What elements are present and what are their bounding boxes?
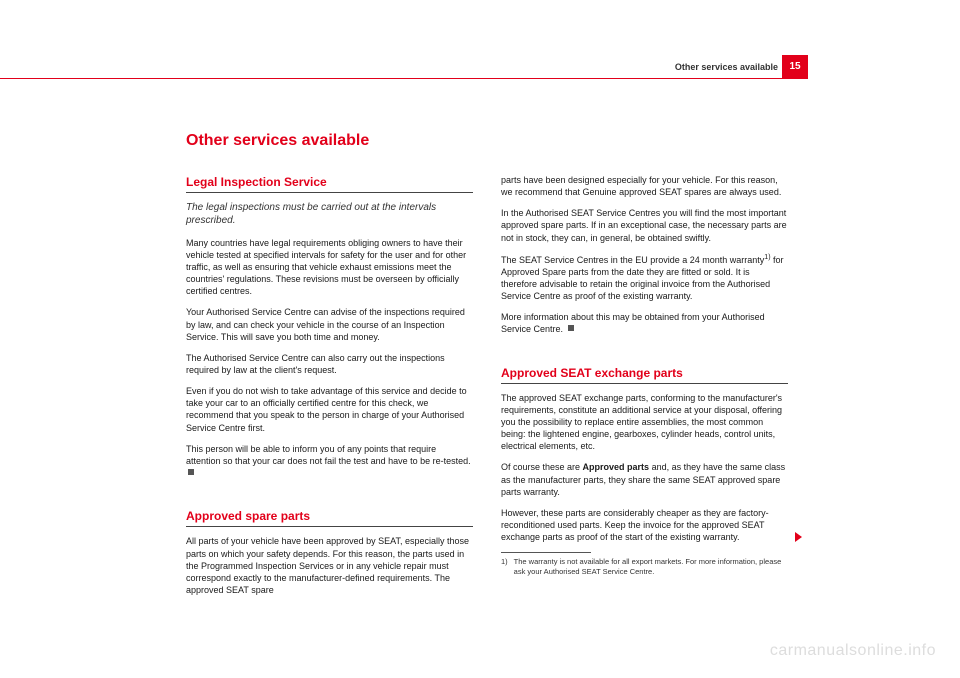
footnote-number: 1) — [501, 557, 508, 577]
end-square-icon — [568, 325, 574, 331]
document-page: Other services available 15 Other servic… — [0, 0, 960, 678]
heading-rule — [186, 192, 473, 193]
heading-exchange-parts: Approved SEAT exchange parts — [501, 365, 788, 381]
bold-text: Approved parts — [583, 462, 650, 472]
paragraph: parts have been designed especially for … — [501, 174, 788, 198]
paragraph-text: This person will be able to inform you o… — [186, 444, 471, 466]
footnote: 1) The warranty is not available for all… — [501, 557, 788, 577]
spacer — [186, 488, 473, 502]
paragraph: This person will be able to inform you o… — [186, 443, 473, 479]
header-rule — [0, 78, 808, 79]
column-right: parts have been designed especially for … — [501, 130, 788, 618]
content-area: Other services available Legal Inspectio… — [186, 130, 788, 618]
paragraph: Of course these are Approved parts and, … — [501, 461, 788, 497]
heading-legal-inspection: Legal Inspection Service — [186, 174, 473, 190]
paragraph: Your Authorised Service Centre can advis… — [186, 306, 473, 342]
spacer — [501, 345, 788, 359]
paragraph: All parts of your vehicle have been appr… — [186, 535, 473, 596]
spacer — [501, 130, 788, 174]
continue-arrow-icon — [795, 532, 802, 542]
footnote-text: The warranty is not available for all ex… — [514, 557, 788, 577]
paragraph: The approved SEAT exchange parts, confor… — [501, 392, 788, 453]
paragraph: Even if you do not wish to take advantag… — [186, 385, 473, 434]
paragraph: The Authorised Service Centre can also c… — [186, 352, 473, 376]
footnote-rule — [501, 552, 591, 553]
page-header: Other services available 15 — [0, 0, 960, 86]
heading-approved-spare-parts: Approved spare parts — [186, 508, 473, 524]
end-square-icon — [188, 469, 194, 475]
subheading-legal-inspection: The legal inspections must be carried ou… — [186, 201, 473, 227]
section-running-head: Other services available — [675, 62, 778, 72]
column-left: Other services available Legal Inspectio… — [186, 130, 473, 618]
watermark-text: carmanualsonline.info — [770, 642, 936, 660]
paragraph: However, these parts are considerably ch… — [501, 507, 788, 543]
heading-rule — [501, 383, 788, 384]
paragraph: The SEAT Service Centres in the EU provi… — [501, 253, 788, 303]
page-number-badge: 15 — [782, 55, 808, 78]
paragraph-text: The SEAT Service Centres in the EU provi… — [501, 255, 764, 265]
paragraph: More information about this may be obtai… — [501, 311, 788, 335]
heading-rule — [186, 526, 473, 527]
paragraph: In the Authorised SEAT Service Centres y… — [501, 207, 788, 243]
page-title: Other services available — [186, 130, 473, 152]
paragraph-text: Of course these are — [501, 462, 583, 472]
paragraph: Many countries have legal requirements o… — [186, 237, 473, 298]
paragraph-text: More information about this may be obtai… — [501, 312, 765, 334]
